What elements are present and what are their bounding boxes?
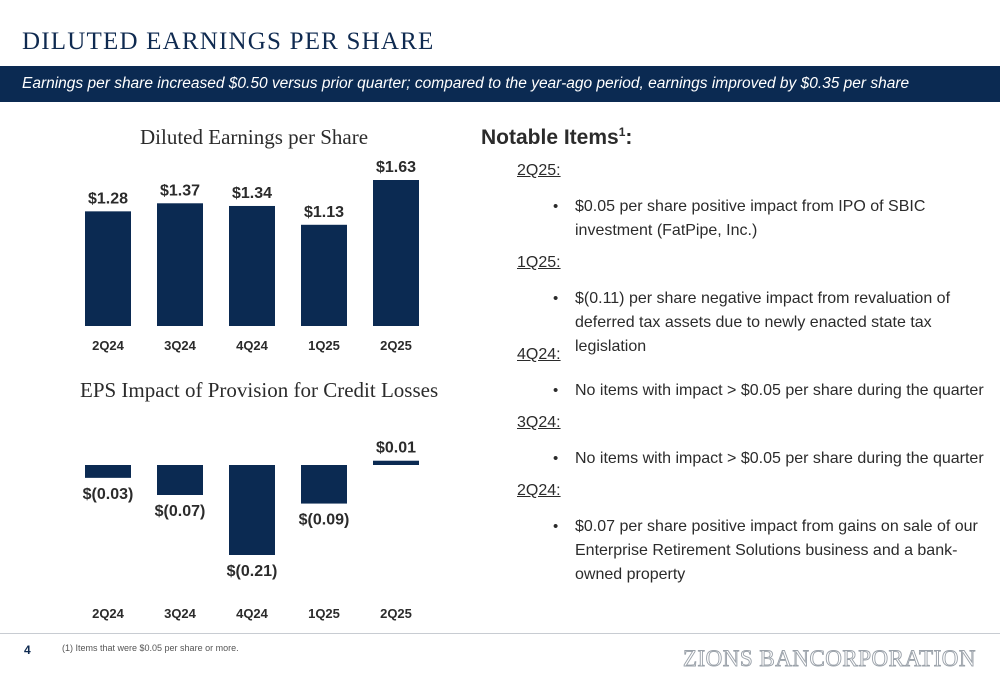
notable-item-4q24: • No items with impact > $0.05 per share … <box>553 379 1000 403</box>
eps-value-label: $1.34 <box>232 185 272 202</box>
provision-bar-3q24 <box>157 465 203 495</box>
notable-item-2q24: • $0.07 per share positive impact from ga… <box>553 515 1000 587</box>
quarter-label-4q24: 4Q24: <box>517 346 561 363</box>
bullet-icon: • <box>553 450 559 467</box>
eps-bar-3q24 <box>157 203 203 326</box>
provision-category-label: 4Q24 <box>236 606 269 621</box>
provision-category-label: 2Q25 <box>380 606 412 621</box>
eps-chart-title: Diluted Earnings per Share <box>140 125 369 149</box>
eps-value-label: $1.37 <box>160 182 200 199</box>
provision-chart-title: EPS Impact of Provision for Credit Losse… <box>80 378 439 402</box>
page-number: 4 <box>24 643 31 657</box>
page-title: DILUTED EARNINGS PER SHARE <box>22 28 435 55</box>
quarter-label-1q25: 1Q25: <box>517 254 561 271</box>
eps-category-label: 2Q24 <box>92 338 125 353</box>
eps-bar-2q24 <box>85 211 131 326</box>
provision-value-label: $(0.03) <box>83 486 134 503</box>
notable-item-2q25: • $0.05 per share positive impact from IP… <box>553 195 1000 243</box>
quarter-label-2q25: 2Q25: <box>517 162 561 179</box>
eps-bar-1q25 <box>301 224 347 326</box>
provision-bar-1q25 <box>301 465 347 504</box>
provision-bar-2q24 <box>85 465 131 478</box>
quarter-label-3q24: 3Q24: <box>517 414 561 431</box>
eps-value-label: $1.63 <box>376 159 416 176</box>
provision-bar-chart: $(0.03) 2Q24 $(0.07) 3Q24 $(0.21) 4Q24 $(0.09)… <box>83 440 419 621</box>
provision-value-label: $(0.09) <box>299 512 350 529</box>
eps-bar-4q24 <box>229 205 275 326</box>
eps-category-label: 3Q24 <box>164 338 197 353</box>
summary-banner-text: Earnings per share increased $0.50 versu… <box>22 75 910 92</box>
bullet-icon: • <box>553 290 559 307</box>
provision-bar-2q25 <box>373 460 419 465</box>
quarter-label-2q24: 2Q24: <box>517 482 561 499</box>
provision-bar-4q24 <box>229 465 275 555</box>
provision-category-label: 1Q25 <box>308 606 340 621</box>
eps-value-label: $1.13 <box>304 204 344 221</box>
notable-items-title: Notable Items1: <box>481 125 633 149</box>
notable-item-1q25: • $(0.11) per share negative impact from … <box>553 287 1000 359</box>
eps-bar-chart: $1.28 2Q24 $1.37 3Q24 $1.34 4Q24 $1.13 1Q25 $1.6… <box>85 159 419 353</box>
provision-value-label: $(0.21) <box>227 563 278 580</box>
provision-category-label: 3Q24 <box>164 606 197 621</box>
eps-category-label: 4Q24 <box>236 338 269 353</box>
summary-banner: Earnings per share increased $0.50 versu… <box>0 66 1000 102</box>
bullet-icon: • <box>553 382 559 399</box>
provision-value-label: $(0.07) <box>155 503 206 520</box>
provision-value-label: $0.01 <box>376 440 416 457</box>
eps-category-label: 2Q25 <box>380 338 412 353</box>
eps-category-label: 1Q25 <box>308 338 340 353</box>
footnote: (1) Items that were $0.05 per share or m… <box>62 643 239 653</box>
eps-value-label: $1.28 <box>88 190 128 207</box>
bullet-icon: • <box>553 198 559 215</box>
eps-bar-2q25 <box>373 180 419 326</box>
provision-category-label: 2Q24 <box>92 606 125 621</box>
bullet-icon: • <box>553 518 559 535</box>
company-logo: ZIONS BANCORPORATION <box>682 646 976 672</box>
footer-divider <box>0 633 1000 634</box>
notable-item-3q24: • No items with impact > $0.05 per share … <box>553 447 1000 471</box>
